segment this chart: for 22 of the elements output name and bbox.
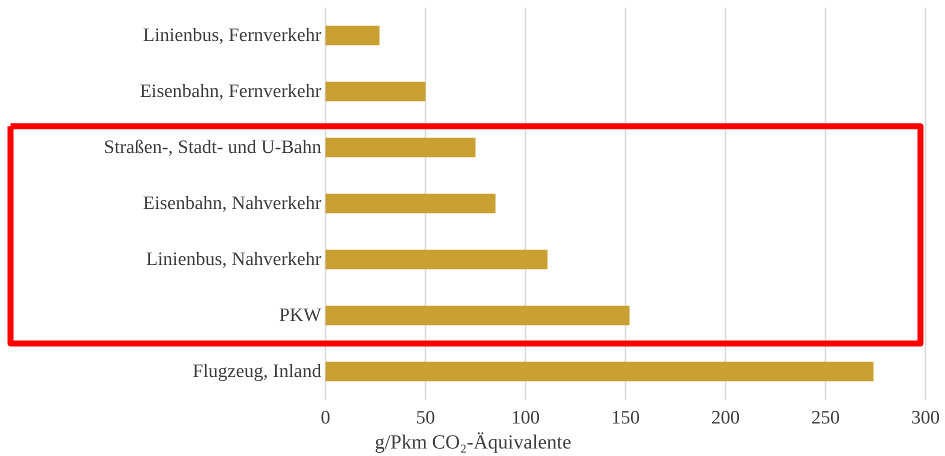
bar [326, 82, 426, 102]
bar [326, 250, 548, 270]
x-axis-title: g/Pkm CO₂-Äquivalente [374, 432, 572, 454]
bar [326, 138, 476, 158]
y-tick-label: Eisenbahn, Fernverkehr [140, 81, 322, 102]
x-tick-label: 0 [320, 408, 330, 428]
x-tick-label: 100 [511, 408, 540, 428]
bar [326, 362, 874, 382]
bar [326, 194, 496, 214]
bar [326, 306, 630, 326]
y-tick-label: PKW [279, 305, 322, 326]
y-tick-label: Linienbus, Fernverkehr [142, 25, 322, 46]
x-tick-label: 200 [711, 408, 740, 428]
y-tick-label: Linienbus, Nahverkehr [146, 249, 322, 270]
x-tick-label: 250 [811, 408, 840, 428]
y-tick-label: Straßen-, Stadt- und U-Bahn [104, 137, 322, 158]
x-tick-label: 300 [911, 408, 940, 428]
x-tick-label: 50 [416, 408, 436, 428]
y-tick-label: Flugzeug, Inland [192, 361, 322, 382]
y-tick-label: Eisenbahn, Nahverkehr [143, 193, 322, 214]
x-tick-label: 150 [611, 408, 640, 428]
bar [326, 26, 380, 46]
